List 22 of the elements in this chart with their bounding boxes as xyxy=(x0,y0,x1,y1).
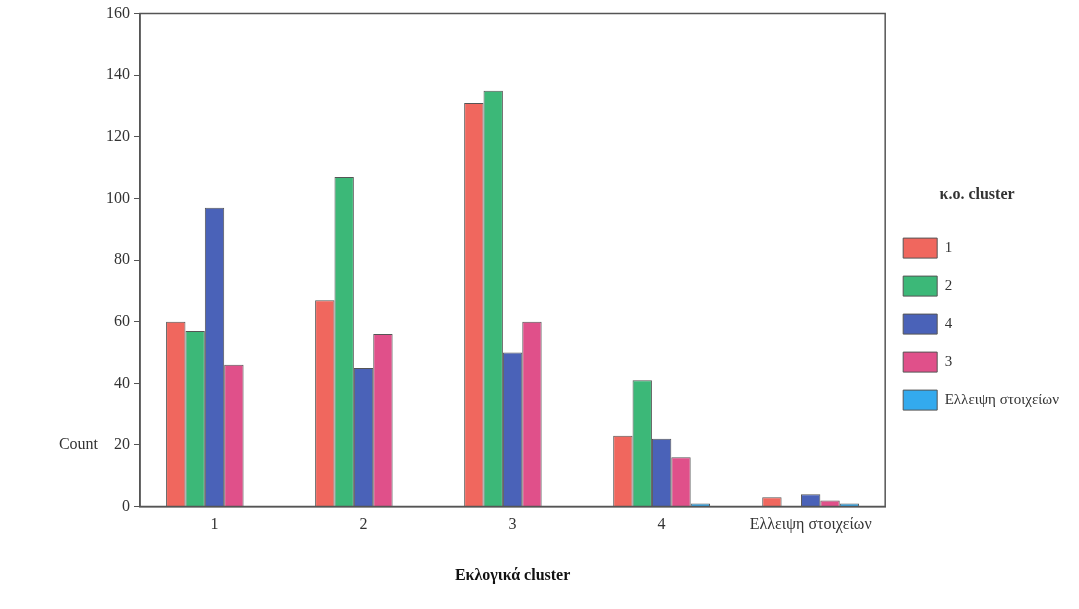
legend-label: 3 xyxy=(944,353,953,370)
legend-label: 1 xyxy=(944,239,953,256)
y-tick-label: 160 xyxy=(106,3,130,21)
legend-title: κ.ο. cluster xyxy=(939,185,1015,203)
y-tick-label: 80 xyxy=(114,250,130,268)
y-tick-label: 120 xyxy=(106,127,130,145)
y-tick-label: 60 xyxy=(114,311,130,329)
y-tick-label: 140 xyxy=(106,65,130,83)
legend-label: 2 xyxy=(944,277,953,294)
x-axis-title: Εκλογικά cluster xyxy=(454,565,571,584)
x-tick-label: 2 xyxy=(359,515,368,533)
x-tick-label: 1 xyxy=(210,515,219,533)
y-tick-label: 100 xyxy=(106,188,130,206)
x-tick-label: Ελλειψη στοιχείων xyxy=(749,515,872,534)
x-tick-label: 4 xyxy=(657,515,666,533)
x-tick-label: 3 xyxy=(508,515,517,533)
y-axis-title: Count xyxy=(58,435,99,453)
legend-label: 4 xyxy=(944,315,953,332)
y-tick-label: 0 xyxy=(122,496,130,514)
y-tick-label: 40 xyxy=(114,373,130,391)
legend-label: Ελλειψη στοιχείων xyxy=(944,391,1060,408)
y-tick-label: 20 xyxy=(114,435,130,453)
